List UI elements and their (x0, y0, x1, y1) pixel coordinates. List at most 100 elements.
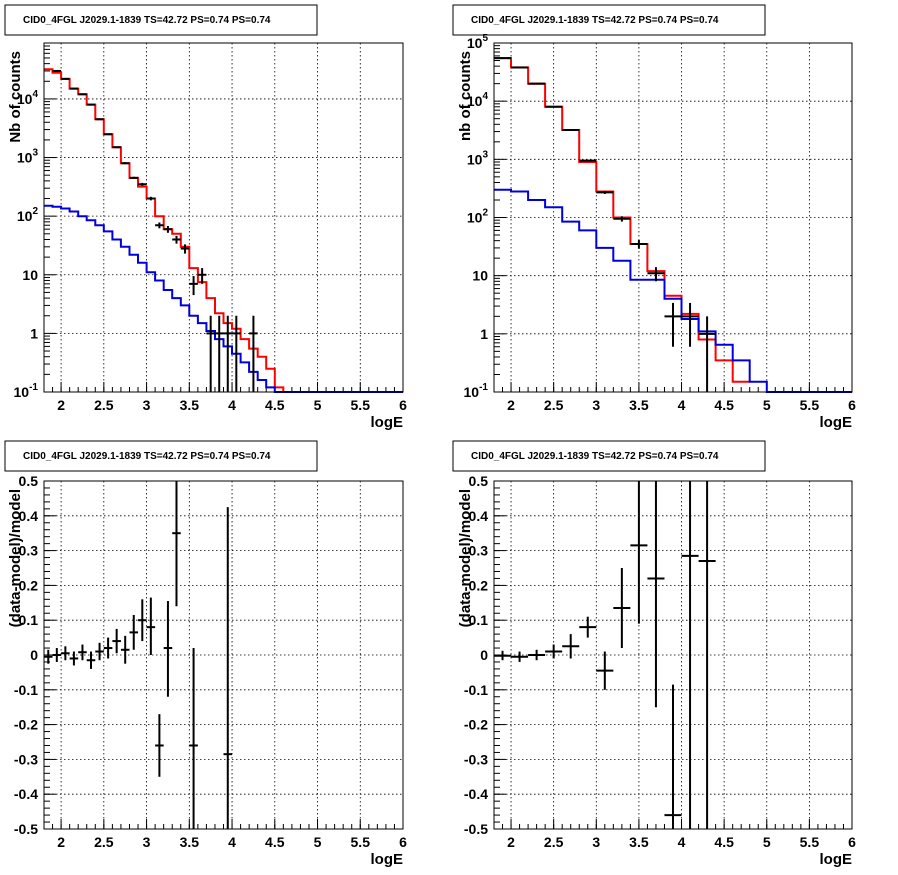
data-point (681, 302, 699, 347)
x-tick-label: 3 (143, 834, 151, 850)
y-tick-label: 0.2 (469, 577, 489, 593)
y-tick-label: 0.3 (19, 543, 39, 559)
data-point (698, 316, 716, 392)
y-tick-label: -0.1 (14, 682, 38, 698)
y-tick-label: 0.5 (469, 473, 489, 489)
x-axis-title: logE (371, 414, 404, 431)
data-point (232, 315, 241, 392)
chart-title: CID0_4FGL J2029.1-1839 TS=42.72 PS=0.74 … (23, 451, 271, 462)
data-point (112, 146, 121, 149)
data-point (562, 634, 580, 659)
y-axis-title: nb of counts (457, 51, 474, 141)
x-tick-label: 2 (507, 834, 515, 850)
data-point (528, 82, 546, 85)
data-point (630, 240, 648, 249)
x-tick-label: 2.5 (544, 834, 564, 850)
x-tick-label: 6 (399, 834, 407, 850)
y-tick-label: 103 (17, 148, 39, 166)
x-tick-label: 5 (314, 397, 322, 413)
data-point (78, 644, 87, 661)
y-tick-label: 104 (17, 89, 39, 107)
data-point (155, 222, 164, 229)
data-point (647, 481, 665, 708)
y-tick-label: 10-1 (464, 382, 489, 400)
y-tick-label: 102 (467, 208, 489, 226)
x-tick-label: 2 (57, 397, 65, 413)
data-point (103, 637, 113, 659)
y-tick-label: 0.5 (19, 473, 39, 489)
x-tick-label: 4.5 (265, 397, 285, 413)
y-tick-label: -0.5 (14, 821, 38, 837)
x-tick-label: 3.5 (629, 397, 649, 413)
x-tick-label: 5.5 (800, 834, 820, 850)
y-tick-label: -0.2 (14, 717, 38, 733)
model-source-line (494, 188, 852, 393)
y-tick-label: 0 (30, 647, 38, 663)
y-tick-label: 103 (467, 149, 489, 167)
panel-2: CID0_4FGL J2029.1-1839 TS=42.72 PS=0.74 … (452, 4, 856, 431)
panel-4: CID0_4FGL J2029.1-1839 TS=42.72 PS=0.74 … (452, 440, 856, 868)
y-tick-label: -0.4 (464, 786, 488, 802)
y-axis-title: (data-model)/model (457, 489, 474, 627)
x-tick-label: 6 (848, 834, 856, 850)
data-point (86, 103, 96, 106)
x-tick-label: 5 (314, 834, 322, 850)
data-point (698, 481, 716, 829)
y-tick-label: -0.2 (464, 717, 488, 733)
data-point (112, 628, 121, 654)
x-tick-label: 3.5 (180, 397, 200, 413)
plot-frame (493, 42, 853, 393)
data-point (69, 651, 79, 666)
data-point (180, 244, 190, 254)
x-tick-label: 5.5 (351, 834, 371, 850)
data-point (206, 315, 215, 392)
chart-title: CID0_4FGL J2029.1-1839 TS=42.72 PS=0.74 … (471, 15, 719, 26)
data-point (61, 646, 70, 661)
chart-title: CID0_4FGL J2029.1-1839 TS=42.72 PS=0.74 … (471, 451, 719, 462)
data-point (579, 616, 597, 638)
title-box (452, 4, 766, 36)
plot-frame (493, 480, 853, 830)
y-tick-label: 0.1 (19, 612, 39, 628)
data-point (95, 642, 104, 661)
x-axis-title: logE (371, 851, 404, 868)
x-tick-label: 2.5 (544, 397, 564, 413)
data-point (138, 599, 147, 642)
data-point (52, 648, 62, 662)
x-tick-label: 6 (848, 397, 856, 413)
y-tick-label: 102 (17, 206, 39, 224)
data-point (95, 118, 104, 121)
chart-title: CID0_4FGL J2029.1-1839 TS=42.72 PS=0.74 … (23, 15, 271, 26)
data-point (44, 649, 53, 664)
data-point (120, 162, 130, 165)
data-point (146, 196, 156, 201)
y-tick-label: -0.3 (14, 751, 38, 767)
data-point (528, 649, 546, 661)
data-point (86, 651, 96, 669)
data-point (138, 182, 147, 186)
y-axis-title: (data-model)/model (7, 489, 24, 627)
data-point (596, 190, 614, 194)
y-tick-label: 10-1 (14, 382, 39, 400)
y-tick-label: -0.5 (464, 821, 488, 837)
data-point (613, 216, 631, 222)
title-box (4, 440, 318, 472)
y-tick-label: 0.4 (19, 508, 39, 524)
title-box (452, 440, 766, 472)
data-point (172, 481, 181, 607)
plot-frame (43, 42, 404, 393)
x-tick-label: 3 (143, 397, 151, 413)
data-point (664, 684, 682, 829)
data-point (596, 651, 614, 690)
data-point (155, 714, 164, 777)
x-tick-label: 5 (763, 397, 771, 413)
data-point (163, 225, 173, 233)
x-tick-label: 4.5 (714, 834, 734, 850)
data-point (163, 601, 173, 697)
data-point (189, 648, 198, 829)
data-point (681, 481, 699, 829)
data-point (223, 315, 233, 392)
y-tick-label: -0.1 (464, 682, 488, 698)
data-point (630, 481, 648, 624)
